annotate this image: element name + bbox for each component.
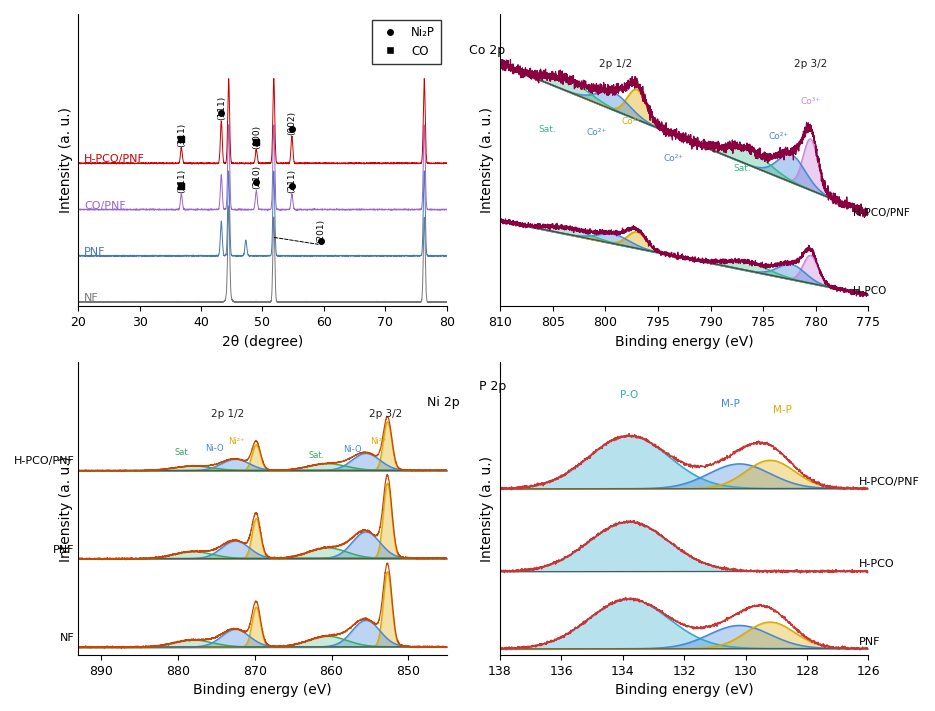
Text: NF: NF xyxy=(60,634,75,643)
Text: P-O: P-O xyxy=(620,390,638,400)
Y-axis label: Intensity (a. u.): Intensity (a. u.) xyxy=(481,107,495,213)
Text: NF: NF xyxy=(84,293,99,303)
Text: H-PCO/PNF: H-PCO/PNF xyxy=(853,208,910,218)
X-axis label: Binding energy (eV): Binding energy (eV) xyxy=(194,683,332,697)
Text: (311): (311) xyxy=(177,169,186,193)
Text: (311): (311) xyxy=(177,122,186,146)
Text: H-PCO: H-PCO xyxy=(859,560,895,570)
Text: Ni-O: Ni-O xyxy=(205,444,223,453)
Text: 2p 1/2: 2p 1/2 xyxy=(211,409,245,419)
Text: Sat.: Sat. xyxy=(309,451,324,459)
X-axis label: Binding energy (eV): Binding energy (eV) xyxy=(615,335,754,348)
Text: PNF: PNF xyxy=(859,636,881,646)
Y-axis label: Intensity (a. u.): Intensity (a. u.) xyxy=(59,456,73,562)
Text: M-P: M-P xyxy=(773,405,792,415)
Text: 2p 3/2: 2p 3/2 xyxy=(368,409,402,419)
Text: Ni 2p: Ni 2p xyxy=(427,396,460,409)
Text: (002): (002) xyxy=(287,111,296,135)
Text: PNF: PNF xyxy=(53,545,75,555)
Text: Co³⁺: Co³⁺ xyxy=(800,97,821,106)
Text: (210): (210) xyxy=(252,165,261,189)
Text: Co²⁺: Co²⁺ xyxy=(769,132,789,141)
Text: (400): (400) xyxy=(252,124,261,149)
Text: (211): (211) xyxy=(287,169,296,193)
Text: 2p 1/2: 2p 1/2 xyxy=(599,59,632,69)
Text: Co²⁺: Co²⁺ xyxy=(664,154,683,163)
Text: CO/PNF: CO/PNF xyxy=(84,201,126,210)
X-axis label: Binding energy (eV): Binding energy (eV) xyxy=(615,683,754,697)
Text: Sat.: Sat. xyxy=(539,125,556,134)
Text: H-PCO/PNF: H-PCO/PNF xyxy=(13,456,75,466)
Text: 2p 3/2: 2p 3/2 xyxy=(794,59,827,69)
Text: Ni-O: Ni-O xyxy=(343,445,362,454)
Legend: Ni₂P, CO: Ni₂P, CO xyxy=(372,20,440,63)
Text: (201): (201) xyxy=(316,219,325,242)
Text: Co 2p: Co 2p xyxy=(469,44,505,57)
Text: Co³⁺: Co³⁺ xyxy=(622,117,641,126)
Text: H-PCO: H-PCO xyxy=(853,287,886,296)
Text: Ni²⁺: Ni²⁺ xyxy=(370,437,386,446)
Y-axis label: Intensity (a. u.): Intensity (a. u.) xyxy=(481,456,495,562)
Text: H-PCO/PNF: H-PCO/PNF xyxy=(84,154,145,164)
Y-axis label: Intensity (a. u.): Intensity (a. u.) xyxy=(59,107,73,213)
Text: Sat.: Sat. xyxy=(174,448,191,457)
Text: PNF: PNF xyxy=(84,247,106,257)
Text: Ni²⁺: Ni²⁺ xyxy=(228,437,244,446)
Text: P 2p: P 2p xyxy=(479,380,506,393)
Text: (111): (111) xyxy=(217,95,225,119)
X-axis label: 2θ (degree): 2θ (degree) xyxy=(222,335,303,348)
Text: Sat.: Sat. xyxy=(733,164,751,173)
Text: M-P: M-P xyxy=(721,399,740,409)
Text: H-PCO/PNF: H-PCO/PNF xyxy=(859,476,920,486)
Text: Co²⁺: Co²⁺ xyxy=(587,128,607,137)
